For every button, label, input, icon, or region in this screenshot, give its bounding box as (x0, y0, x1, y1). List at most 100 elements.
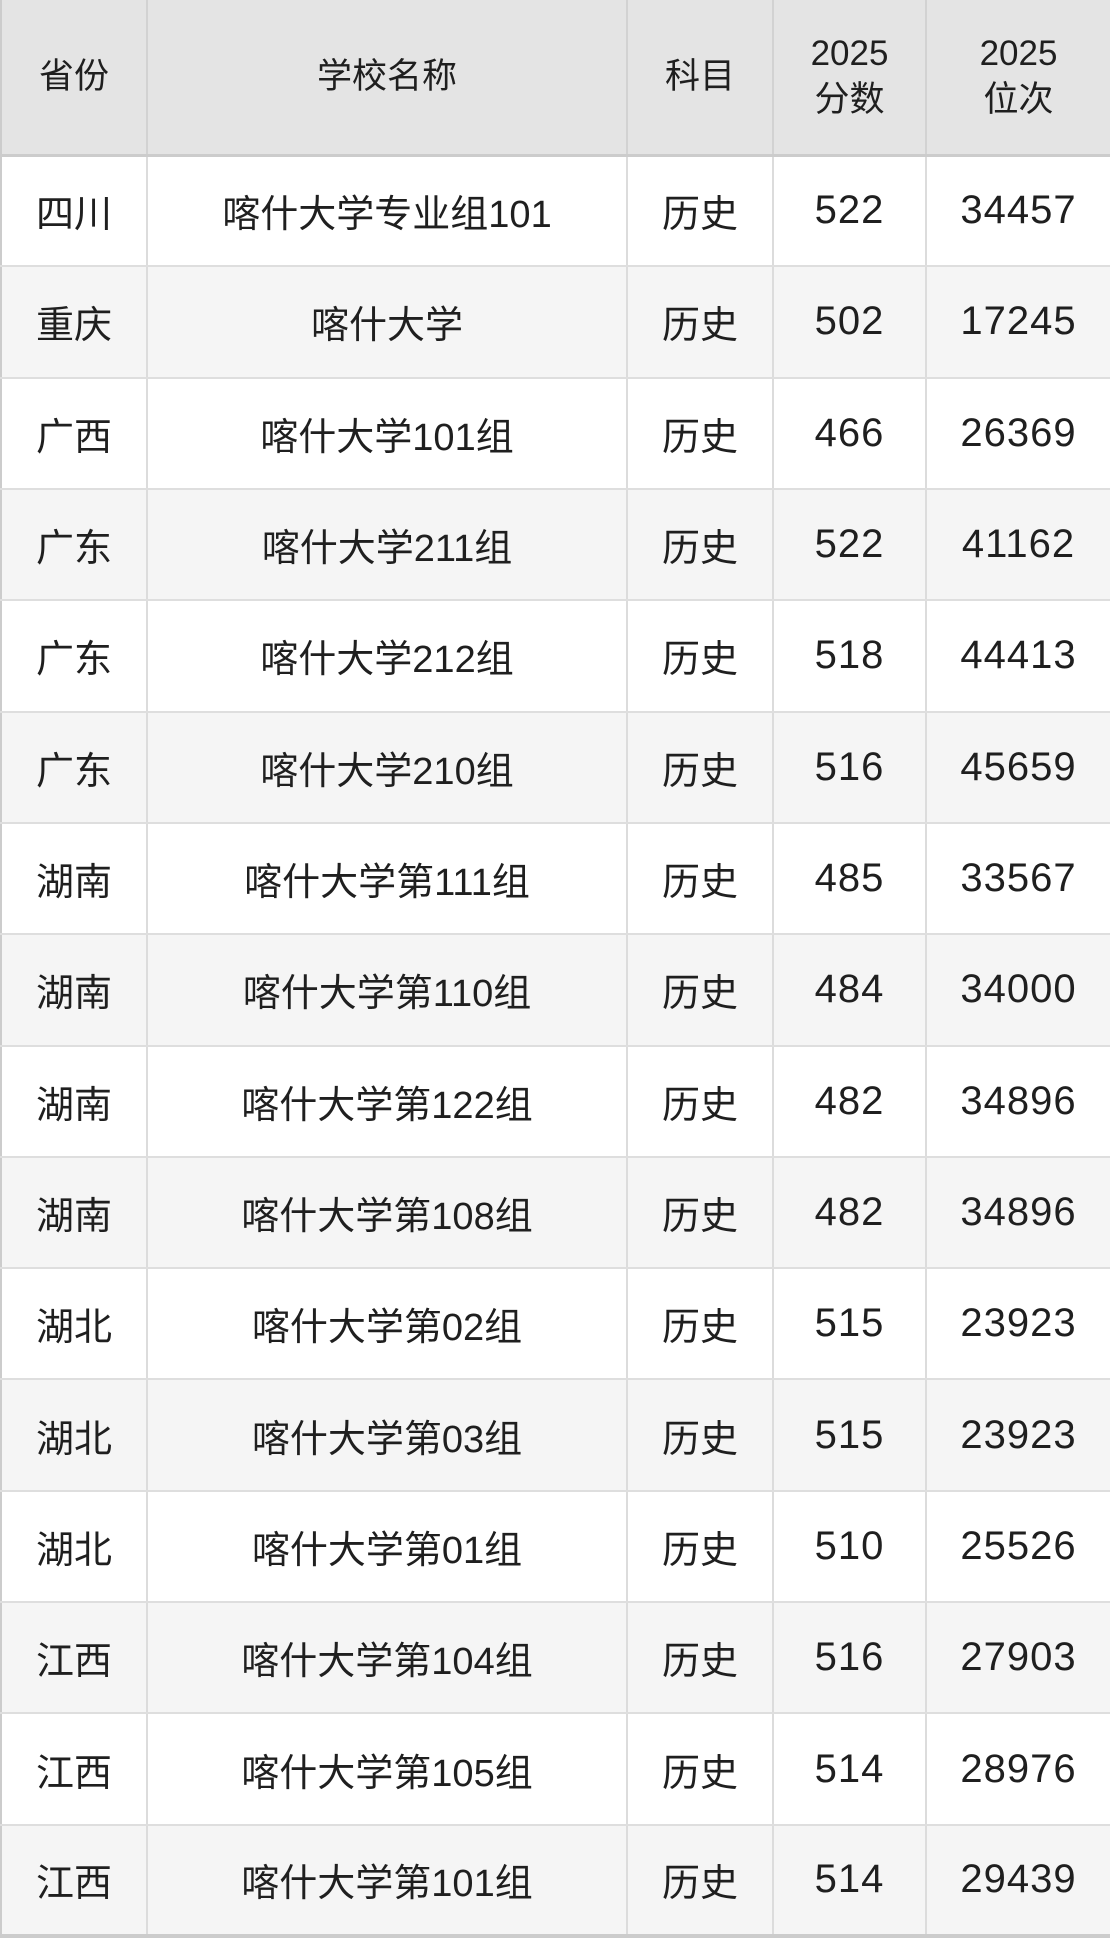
table-header: 省份 学校名称 科目 2025 分数 2025 位次 (1, 0, 1110, 157)
column-header-rank: 2025 位次 (926, 0, 1110, 157)
cell-score: 482 (773, 1156, 927, 1270)
cell-subject: 历史 (627, 1602, 774, 1715)
table-row: 广东 喀什大学210组 历史 516 45659 (1, 711, 1110, 824)
column-header-subject: 科目 (627, 0, 774, 157)
table-row: 湖南 喀什大学第122组 历史 482 34896 (1, 1045, 1110, 1158)
cell-province: 湖北 (1, 1268, 148, 1381)
cell-score: 516 (773, 711, 927, 824)
cell-rank: 23923 (926, 1379, 1110, 1492)
table-row: 湖北 喀什大学第03组 历史 515 23923 (1, 1379, 1110, 1492)
cell-rank: 25526 (926, 1490, 1110, 1604)
cell-rank: 26369 (926, 377, 1110, 490)
table-row: 湖南 喀什大学第110组 历史 484 34000 (1, 934, 1110, 1047)
cell-subject: 历史 (627, 155, 774, 268)
cell-school: 喀什大学 (147, 266, 628, 379)
table-row: 湖南 喀什大学第108组 历史 482 34896 (1, 1156, 1110, 1270)
table-row: 江西 喀什大学第104组 历史 516 27903 (1, 1602, 1110, 1715)
table-row: 广西 喀什大学101组 历史 466 26369 (1, 377, 1110, 490)
cell-school: 喀什大学第111组 (147, 822, 628, 936)
cell-score: 502 (773, 266, 927, 379)
cell-province: 湖南 (1, 934, 148, 1047)
table-row: 广东 喀什大学212组 历史 518 44413 (1, 600, 1110, 713)
cell-subject: 历史 (627, 266, 774, 379)
cell-school: 喀什大学专业组101 (147, 155, 628, 268)
cell-score: 466 (773, 377, 927, 490)
cell-rank: 34896 (926, 1156, 1110, 1270)
cell-score: 515 (773, 1379, 927, 1492)
cell-score: 484 (773, 934, 927, 1047)
cell-province: 湖南 (1, 1156, 148, 1270)
table-row: 江西 喀什大学第101组 历史 514 29439 (1, 1824, 1110, 1936)
cell-school: 喀什大学第104组 (147, 1602, 628, 1715)
cell-province: 江西 (1, 1713, 148, 1826)
cell-subject: 历史 (627, 1713, 774, 1826)
cell-school: 喀什大学第105组 (147, 1713, 628, 1826)
cell-rank: 29439 (926, 1824, 1110, 1936)
cell-score: 516 (773, 1602, 927, 1715)
cell-rank: 41162 (926, 488, 1110, 602)
cell-score: 515 (773, 1268, 927, 1381)
cell-subject: 历史 (627, 600, 774, 713)
table-row: 湖南 喀什大学第111组 历史 485 33567 (1, 822, 1110, 936)
cell-school: 喀什大学第108组 (147, 1156, 628, 1270)
table-row: 湖北 喀什大学第01组 历史 510 25526 (1, 1490, 1110, 1604)
cell-province: 江西 (1, 1824, 148, 1936)
cell-province: 四川 (1, 155, 148, 268)
cell-province: 广东 (1, 488, 148, 602)
table-row: 四川 喀什大学专业组101 历史 522 34457 (1, 155, 1110, 268)
table-row: 湖北 喀什大学第02组 历史 515 23923 (1, 1268, 1110, 1381)
cell-school: 喀什大学212组 (147, 600, 628, 713)
cell-province: 湖南 (1, 822, 148, 936)
cell-school: 喀什大学第110组 (147, 934, 628, 1047)
cell-rank: 33567 (926, 822, 1110, 936)
table-row: 江西 喀什大学第105组 历史 514 28976 (1, 1713, 1110, 1826)
cell-score: 482 (773, 1045, 927, 1158)
cell-score: 485 (773, 822, 927, 936)
table-row: 重庆 喀什大学 历史 502 17245 (1, 266, 1110, 379)
cell-subject: 历史 (627, 377, 774, 490)
table-row: 广东 喀什大学211组 历史 522 41162 (1, 488, 1110, 602)
cell-school: 喀什大学101组 (147, 377, 628, 490)
cell-subject: 历史 (627, 822, 774, 936)
cell-subject: 历史 (627, 1045, 774, 1158)
cell-score: 522 (773, 488, 927, 602)
table-body: 四川 喀什大学专业组101 历史 522 34457 重庆 喀什大学 历史 502 17245 广西… (1, 155, 1110, 1936)
cell-province: 湖北 (1, 1490, 148, 1604)
cell-subject: 历史 (627, 488, 774, 602)
cell-school: 喀什大学第122组 (147, 1045, 628, 1158)
cell-score: 514 (773, 1713, 927, 1826)
cell-score: 518 (773, 600, 927, 713)
cell-province: 广西 (1, 377, 148, 490)
cell-province: 重庆 (1, 266, 148, 379)
cell-rank: 44413 (926, 600, 1110, 713)
cell-province: 广东 (1, 600, 148, 713)
cell-school: 喀什大学第101组 (147, 1824, 628, 1936)
cell-rank: 34000 (926, 934, 1110, 1047)
cell-score: 510 (773, 1490, 927, 1604)
cell-rank: 23923 (926, 1268, 1110, 1381)
cell-subject: 历史 (627, 1490, 774, 1604)
cell-subject: 历史 (627, 1379, 774, 1492)
cell-subject: 历史 (627, 711, 774, 824)
cell-rank: 34896 (926, 1045, 1110, 1158)
cell-rank: 34457 (926, 155, 1110, 268)
cell-province: 湖北 (1, 1379, 148, 1492)
cell-subject: 历史 (627, 934, 774, 1047)
cell-subject: 历史 (627, 1268, 774, 1381)
cell-score: 514 (773, 1824, 927, 1936)
cell-school: 喀什大学211组 (147, 488, 628, 602)
header-row: 省份 学校名称 科目 2025 分数 2025 位次 (1, 0, 1110, 157)
cell-rank: 45659 (926, 711, 1110, 824)
cell-school: 喀什大学210组 (147, 711, 628, 824)
cell-score: 522 (773, 155, 927, 268)
cell-rank: 17245 (926, 266, 1110, 379)
cell-subject: 历史 (627, 1156, 774, 1270)
cell-province: 湖南 (1, 1045, 148, 1158)
cell-school: 喀什大学第02组 (147, 1268, 628, 1381)
column-header-score: 2025 分数 (773, 0, 927, 157)
cell-school: 喀什大学第03组 (147, 1379, 628, 1492)
cell-province: 广东 (1, 711, 148, 824)
cell-rank: 27903 (926, 1602, 1110, 1715)
